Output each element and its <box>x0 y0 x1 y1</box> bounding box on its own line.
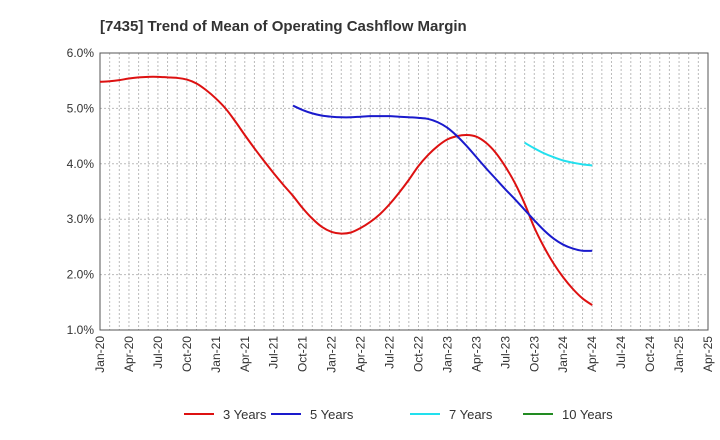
legend-item: 3 Years <box>184 407 267 422</box>
x-tick-label: Oct-24 <box>643 336 657 372</box>
x-tick-label: Jul-22 <box>383 336 397 369</box>
y-tick-label: 2.0% <box>67 268 95 282</box>
legend-label: 3 Years <box>223 407 267 422</box>
legend-item: 7 Years <box>410 407 493 422</box>
x-tick-label: Jul-24 <box>614 336 628 369</box>
x-tick-label: Jan-25 <box>672 336 686 373</box>
x-tick-label: Apr-21 <box>238 336 252 372</box>
plot-frame <box>99 52 709 331</box>
x-tick-label: Jul-21 <box>267 336 281 369</box>
x-tick-label: Jan-24 <box>556 336 570 373</box>
x-tick-label: Oct-22 <box>411 336 425 372</box>
series-line-5-years <box>292 104 593 252</box>
x-tick-label: Oct-21 <box>296 336 310 372</box>
x-tick-label: Jan-22 <box>325 336 339 373</box>
x-tick-label: Oct-20 <box>180 336 194 372</box>
legend-label: 5 Years <box>310 407 354 422</box>
y-tick-label: 4.0% <box>67 157 95 171</box>
x-tick-label: Apr-20 <box>122 336 136 372</box>
x-axis-ticks: Jan-20 Apr-20 Jul-20 Oct-20 Jan-21 Apr-21 Jul-… <box>93 336 715 373</box>
x-tick-label: Apr-24 <box>585 336 599 372</box>
y-tick-label: 5.0% <box>67 101 95 115</box>
series-lines <box>99 75 593 306</box>
series-line-7-years <box>524 141 593 167</box>
x-tick-label: Jan-20 <box>93 336 107 373</box>
series-line-3-years <box>99 75 593 306</box>
x-tick-label: Oct-23 <box>527 336 541 372</box>
y-tick-label: 6.0% <box>67 46 95 60</box>
x-tick-label: Jul-20 <box>151 336 165 369</box>
x-tick-label: Apr-23 <box>469 336 483 372</box>
legend-label: 7 Years <box>449 407 493 422</box>
y-tick-label: 3.0% <box>67 212 95 226</box>
x-tick-label: Jan-23 <box>440 336 454 373</box>
y-tick-label: 1.0% <box>67 323 95 337</box>
legend-label: 10 Years <box>562 407 613 422</box>
x-tick-label: Apr-25 <box>701 336 715 372</box>
chart-title: [7435] Trend of Mean of Operating Cashfl… <box>100 18 467 35</box>
grid-lines <box>99 52 709 331</box>
legend-item: 5 Years <box>271 407 354 422</box>
y-axis-ticks: 1.0% 2.0% 3.0% 4.0% 5.0% 6.0% <box>67 46 95 337</box>
x-tick-label: Jan-21 <box>209 336 223 373</box>
x-tick-label: Jul-23 <box>498 336 512 369</box>
x-tick-label: Apr-22 <box>354 336 368 372</box>
legend-item: 10 Years <box>523 407 613 422</box>
legend: 3 Years 5 Years 7 Years 10 Years <box>184 407 613 422</box>
